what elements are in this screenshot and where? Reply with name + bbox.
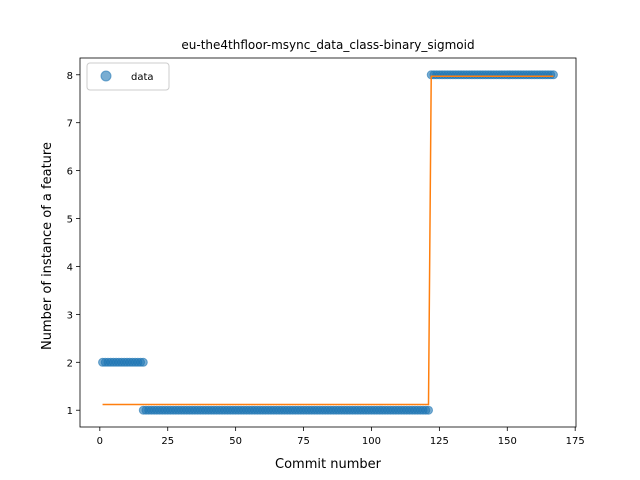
y-tick-label: 6	[67, 167, 73, 178]
y-tick-label: 4	[67, 262, 73, 273]
x-axis-label: Commit number	[275, 457, 382, 472]
x-tick-label: 75	[297, 436, 310, 447]
y-tick-label: 2	[67, 358, 73, 369]
legend-data-marker	[100, 70, 112, 82]
data-point	[424, 405, 433, 415]
y-tick-label: 1	[67, 406, 73, 417]
y-tick-label: 5	[67, 215, 73, 226]
x-tick-label: 25	[161, 436, 174, 447]
chart-title: eu-the4thfloor-msync_data_class-binary_s…	[181, 38, 474, 52]
axes-frame	[79, 57, 577, 428]
x-tick-label: 100	[362, 436, 381, 447]
y-axis-label: Number of instance of a feature	[40, 142, 55, 350]
y-tick-label: 3	[67, 310, 73, 321]
legend-data-label: data	[131, 72, 154, 83]
data-point	[548, 70, 558, 80]
legend: data	[86, 62, 170, 91]
data-point	[138, 357, 148, 367]
x-tick-label: 175	[566, 436, 585, 447]
fit-line	[102, 75, 554, 406]
x-tick-label: 125	[430, 436, 449, 447]
y-tick-label: 7	[67, 119, 73, 130]
x-tick-label: 0	[97, 436, 103, 447]
legend-frame	[86, 62, 170, 91]
plot-area: 0 25 50 75 100 125 150 175 1 2 3 4 5 6 7 8	[67, 57, 585, 447]
x-tick-label: 50	[229, 436, 242, 447]
y-tick-label: 8	[67, 71, 73, 82]
x-tick-label: 150	[498, 436, 517, 447]
